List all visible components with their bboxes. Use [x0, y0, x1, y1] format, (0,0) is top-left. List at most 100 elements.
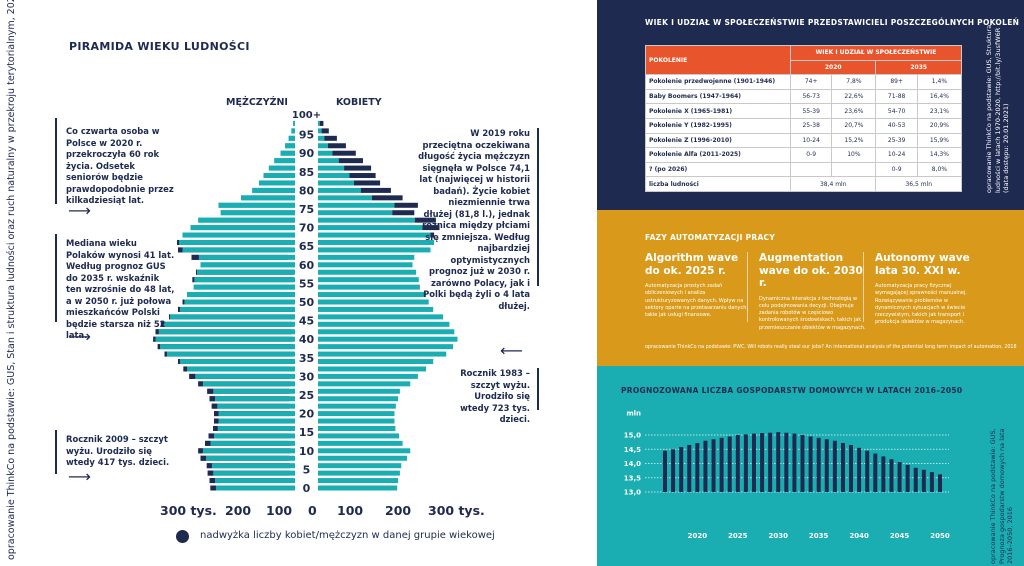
household-bar	[832, 440, 837, 492]
wave-desc: Automatyzacja prostych zadań obliczeniow…	[645, 283, 748, 319]
table-cell: 89+	[875, 74, 918, 90]
note-1983: Rocznik 1983 – szczyt wyżu. Urodziło się…	[460, 368, 530, 424]
x-tick: 2030	[768, 532, 788, 540]
women-bar	[318, 254, 415, 260]
note-line-3	[55, 430, 57, 474]
women-bar	[318, 425, 396, 431]
men-bar	[215, 485, 295, 491]
age-tick: 100+	[292, 110, 321, 121]
men-excess-bar	[208, 433, 214, 439]
label-men: MĘŻCZYŹNI	[226, 97, 288, 108]
col-generation: POKOLENIE	[645, 44, 791, 76]
men-bar	[218, 418, 295, 424]
age-tick: 0	[303, 482, 311, 495]
women-bar	[318, 448, 411, 454]
table-row: ? (po 2026) 0-9 8,0%	[645, 161, 963, 178]
women-excess-bar	[319, 120, 324, 126]
age-tick: 15	[299, 426, 314, 439]
men-bar	[160, 344, 295, 350]
men-bar	[182, 247, 295, 253]
table-cell: 22,6%	[831, 88, 877, 105]
women-bar	[318, 351, 447, 357]
table-cell: 7,8%	[831, 74, 877, 90]
households-panel: PROGNOZOWANA LICZBA GOSPODARSTW DOMOWYCH…	[597, 366, 1024, 566]
men-bar	[291, 128, 295, 134]
households-source: opracowanie ThinkCo na podstawie: GUS, P…	[989, 428, 1014, 564]
generation-name: Baby Boomers (1947-1964)	[645, 88, 791, 105]
men-excess-bar	[178, 247, 183, 253]
table-cell: 10%	[831, 147, 877, 163]
men-bar	[202, 448, 295, 454]
age-tick: 70	[299, 222, 315, 235]
women-bar	[318, 388, 400, 394]
table-cell	[831, 161, 877, 178]
age-tick: 85	[299, 166, 314, 179]
men-bar	[195, 373, 295, 379]
household-bar	[703, 440, 708, 492]
table-cell: 20,9%	[916, 117, 963, 134]
table-cell: 54-70	[875, 103, 918, 119]
age-tick: 5	[303, 463, 311, 476]
men-excess-bar	[205, 440, 211, 446]
arrow-left-icon: ⟵	[500, 341, 523, 360]
men-bar	[241, 195, 295, 201]
women-excess-bar	[327, 143, 346, 149]
household-bar	[897, 462, 902, 492]
men-bar	[293, 120, 295, 126]
table-cell: 40-53	[875, 117, 918, 134]
x-tick: 2020	[688, 532, 708, 540]
men-excess-bar	[177, 239, 179, 245]
women-bar	[318, 470, 400, 476]
men-excess-bar	[189, 373, 196, 379]
table-row: Pokolenie Y (1982-1995) 25-38 20,7% 40-53 20…	[645, 117, 963, 134]
men-bar	[194, 277, 295, 283]
men-bar	[263, 173, 295, 179]
men-excess-bar	[214, 411, 219, 417]
men-bar	[198, 254, 295, 260]
men-bar	[187, 366, 295, 372]
men-excess-bar	[157, 344, 160, 350]
women-bar	[318, 135, 325, 141]
arrow-right-icon: ⟶	[68, 201, 91, 220]
household-bar	[849, 444, 854, 492]
col-year-b: 2035	[875, 59, 962, 76]
women-bar	[318, 262, 413, 268]
automation-source: opracowanie ThinkCo na podstawie: PWC, W…	[645, 345, 1017, 350]
women-bar	[318, 143, 328, 149]
age-tick: 10	[299, 445, 315, 458]
men-bar	[213, 388, 295, 394]
women-bar	[318, 299, 429, 305]
household-bar	[719, 437, 724, 492]
generation-name: Pokolenie Alfa (2011-2025)	[645, 147, 791, 163]
women-bar	[318, 180, 354, 186]
men-excess-bar	[164, 351, 167, 357]
women-bar	[318, 485, 398, 491]
age-tick: 90	[299, 147, 315, 160]
x-tick: 2035	[809, 532, 829, 540]
women-bar	[318, 232, 431, 238]
women-bar	[318, 411, 395, 417]
household-bar	[727, 436, 732, 492]
household-bar	[808, 436, 813, 492]
men-bar	[179, 306, 295, 312]
age-tick: 80	[299, 184, 315, 197]
men-bar	[155, 336, 295, 342]
generations-table: POKOLENIE WIEK I UDZIAŁ W SPOŁECZEŃSTWIE…	[645, 44, 963, 192]
household-bar	[905, 464, 910, 492]
table-row: Pokolenie X (1965-1981) 55-39 23,6% 54-70 23…	[645, 103, 963, 119]
men-bar	[214, 396, 295, 402]
women-bar	[318, 329, 455, 335]
age-tick: 30	[299, 370, 315, 383]
men-bar	[268, 165, 295, 171]
women-bar	[318, 403, 396, 409]
men-bar	[193, 284, 295, 290]
table-cell: 14,3%	[916, 147, 963, 163]
household-bar	[840, 442, 845, 492]
men-excess-bar	[155, 329, 159, 335]
men-bar	[196, 269, 295, 275]
age-tick: 20	[299, 408, 315, 421]
wave-autonomy: Autonomy wave lata 30. XXI w. Automatyza…	[875, 252, 985, 327]
households-title: PROGNOZOWANA LICZBA GOSPODARSTW DOMOWYCH…	[621, 386, 963, 395]
household-bar	[695, 442, 700, 492]
